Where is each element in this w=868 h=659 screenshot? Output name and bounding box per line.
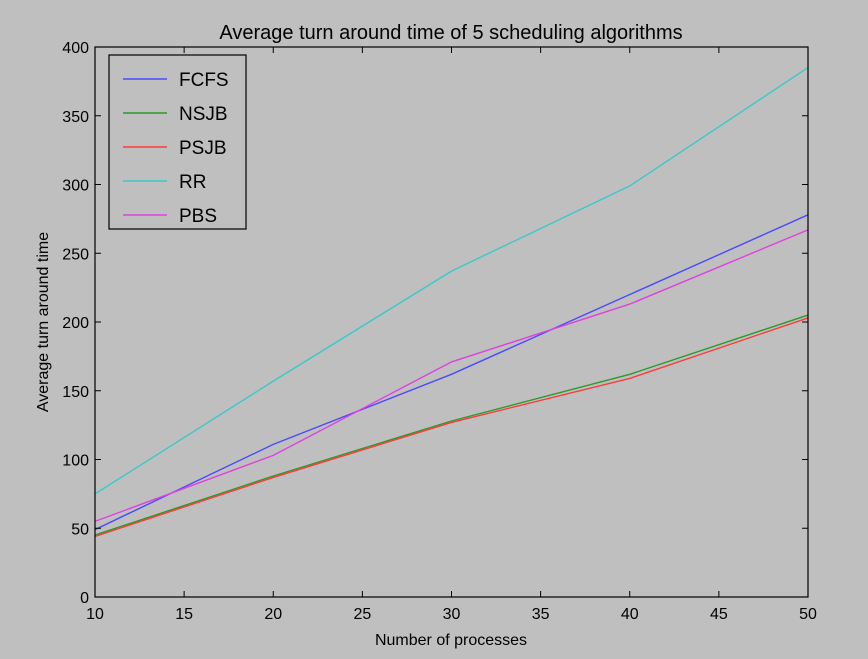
y-tick-label: 250 xyxy=(62,246,89,263)
x-tick-label: 35 xyxy=(532,606,550,623)
legend-label: PSJB xyxy=(179,138,227,159)
legend: FCFS NSJB PSJB RR PBS xyxy=(108,54,247,230)
ticks-layer: 10 15 20 25 30 35 40 45 50 0 50 100 150 200 250 300 350 4… xyxy=(62,40,817,623)
series-line-pbs xyxy=(94,229,809,523)
x-tick-label: 20 xyxy=(264,606,282,623)
x-tick-label: 40 xyxy=(621,606,639,623)
chart-title: Average turn around time of 5 scheduling… xyxy=(219,22,682,44)
legend-item-rr: RR xyxy=(123,172,206,193)
y-tick-label: 200 xyxy=(62,315,89,332)
x-tick-label: 30 xyxy=(443,606,461,623)
y-tick-label: 350 xyxy=(62,109,89,126)
x-tick-label: 10 xyxy=(86,606,104,623)
legend-item-fcfs: FCFS xyxy=(123,70,229,91)
series-layer xyxy=(94,67,809,538)
legend-label: NSJB xyxy=(179,104,228,125)
legend-box xyxy=(108,54,247,230)
y-tick-label: 400 xyxy=(62,40,89,57)
legend-item-psjb: PSJB xyxy=(123,138,227,159)
y-tick-label: 0 xyxy=(80,590,89,607)
series-line-fcfs xyxy=(94,214,809,531)
x-tick-label: 25 xyxy=(353,606,371,623)
legend-label: PBS xyxy=(179,206,217,227)
series-line-psjb xyxy=(94,317,809,538)
x-axis-label: Number of processes xyxy=(375,632,527,649)
legend-label: FCFS xyxy=(179,70,229,91)
y-tick-label: 150 xyxy=(62,384,89,401)
y-tick-label: 300 xyxy=(62,178,89,195)
legend-item-pbs: PBS xyxy=(123,206,217,227)
x-tick-label: 15 xyxy=(175,606,193,623)
legend-label: RR xyxy=(179,172,206,193)
y-axis-label: Average turn around time xyxy=(35,232,52,412)
series-line-rr xyxy=(94,67,809,495)
y-tick-label: 100 xyxy=(62,453,89,470)
legend-item-nsjb: NSJB xyxy=(123,104,228,125)
x-tick-label: 50 xyxy=(799,606,817,623)
y-tick-label: 50 xyxy=(71,521,89,538)
x-tick-label: 45 xyxy=(710,606,728,623)
series-line-nsjb xyxy=(94,314,809,536)
